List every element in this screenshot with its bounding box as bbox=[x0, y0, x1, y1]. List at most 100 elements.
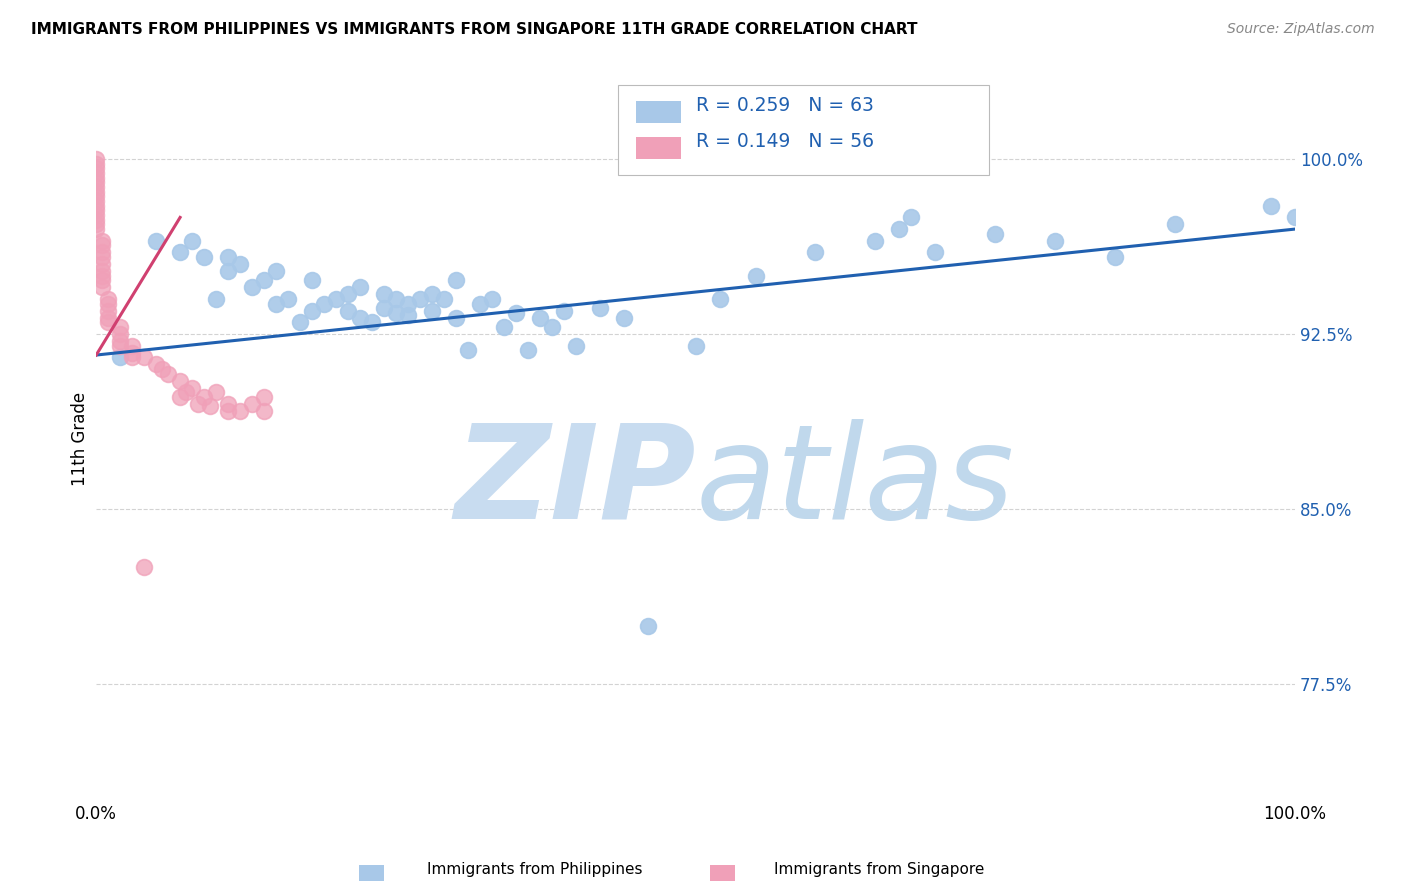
Point bbox=[97, 292, 120, 306]
Point bbox=[385, 292, 408, 306]
Point bbox=[229, 404, 252, 418]
Point bbox=[468, 296, 491, 310]
Point bbox=[108, 326, 131, 341]
Point bbox=[134, 351, 156, 365]
Point bbox=[492, 320, 515, 334]
Point bbox=[187, 397, 209, 411]
Point bbox=[134, 560, 156, 574]
Point bbox=[84, 199, 107, 213]
Point bbox=[91, 273, 114, 287]
Point bbox=[121, 339, 143, 353]
Point bbox=[91, 234, 114, 248]
Point bbox=[361, 315, 384, 329]
Point bbox=[217, 404, 239, 418]
Point bbox=[97, 303, 120, 318]
Text: IMMIGRANTS FROM PHILIPPINES VS IMMIGRANTS FROM SINGAPORE 11TH GRADE CORRELATION : IMMIGRANTS FROM PHILIPPINES VS IMMIGRANT… bbox=[31, 22, 918, 37]
Point bbox=[301, 303, 323, 318]
Point bbox=[217, 250, 239, 264]
Point bbox=[564, 339, 586, 353]
Point bbox=[193, 250, 215, 264]
Text: R = 0.259   N = 63: R = 0.259 N = 63 bbox=[696, 96, 873, 115]
Point bbox=[1164, 218, 1187, 232]
Point bbox=[84, 194, 107, 208]
Point bbox=[84, 208, 107, 222]
Text: ZIP: ZIP bbox=[454, 419, 696, 546]
Point bbox=[325, 292, 347, 306]
Point bbox=[91, 238, 114, 252]
Point bbox=[865, 234, 887, 248]
Point bbox=[396, 309, 419, 323]
Point bbox=[91, 268, 114, 283]
Point bbox=[505, 306, 527, 320]
Point bbox=[108, 339, 131, 353]
Text: R = 0.149   N = 56: R = 0.149 N = 56 bbox=[696, 132, 873, 152]
Point bbox=[420, 287, 443, 301]
Point bbox=[91, 264, 114, 278]
Point bbox=[84, 218, 107, 232]
Point bbox=[91, 245, 114, 260]
Point bbox=[457, 343, 479, 358]
Text: Immigrants from Singapore: Immigrants from Singapore bbox=[773, 863, 984, 877]
Point bbox=[529, 310, 551, 325]
Point bbox=[205, 385, 228, 400]
Point bbox=[240, 397, 263, 411]
Point bbox=[150, 362, 173, 376]
Point bbox=[1260, 199, 1282, 213]
Point bbox=[637, 618, 659, 632]
Point bbox=[97, 296, 120, 310]
Point bbox=[91, 250, 114, 264]
Point bbox=[301, 273, 323, 287]
Text: atlas: atlas bbox=[696, 419, 1015, 546]
Point bbox=[900, 211, 922, 225]
Point bbox=[409, 292, 432, 306]
Point bbox=[240, 280, 263, 294]
Point bbox=[373, 301, 395, 316]
Point bbox=[804, 245, 827, 260]
Point bbox=[97, 315, 120, 329]
Point bbox=[516, 343, 538, 358]
Point bbox=[84, 203, 107, 218]
Point bbox=[540, 320, 562, 334]
FancyBboxPatch shape bbox=[617, 85, 990, 175]
Point bbox=[553, 303, 575, 318]
Point bbox=[84, 170, 107, 185]
Point bbox=[84, 166, 107, 180]
Point bbox=[589, 301, 612, 316]
Point bbox=[744, 268, 766, 283]
Point bbox=[84, 176, 107, 190]
Point bbox=[336, 303, 359, 318]
Point bbox=[1104, 250, 1126, 264]
Point bbox=[108, 334, 131, 348]
Point bbox=[444, 273, 467, 287]
Point bbox=[169, 390, 191, 404]
Point bbox=[217, 264, 239, 278]
Point bbox=[444, 310, 467, 325]
Point bbox=[217, 397, 239, 411]
Point bbox=[1045, 234, 1067, 248]
Point bbox=[349, 280, 371, 294]
Point bbox=[169, 245, 191, 260]
Point bbox=[145, 357, 167, 371]
Point bbox=[174, 385, 197, 400]
Point bbox=[91, 280, 114, 294]
Point bbox=[181, 234, 204, 248]
Point bbox=[889, 222, 911, 236]
Point bbox=[433, 292, 456, 306]
Bar bbox=[636, 102, 682, 123]
Y-axis label: 11th Grade: 11th Grade bbox=[72, 392, 89, 486]
Point bbox=[373, 287, 395, 301]
Point bbox=[205, 292, 228, 306]
Point bbox=[157, 367, 180, 381]
Point bbox=[396, 296, 419, 310]
Point bbox=[84, 157, 107, 171]
Point bbox=[253, 273, 276, 287]
Text: Immigrants from Philippines: Immigrants from Philippines bbox=[426, 863, 643, 877]
Point bbox=[84, 222, 107, 236]
Point bbox=[145, 234, 167, 248]
Bar bbox=[636, 137, 682, 159]
Point bbox=[685, 339, 707, 353]
Point bbox=[1284, 211, 1306, 225]
Point bbox=[84, 180, 107, 194]
Point bbox=[198, 400, 221, 414]
Point bbox=[349, 310, 371, 325]
